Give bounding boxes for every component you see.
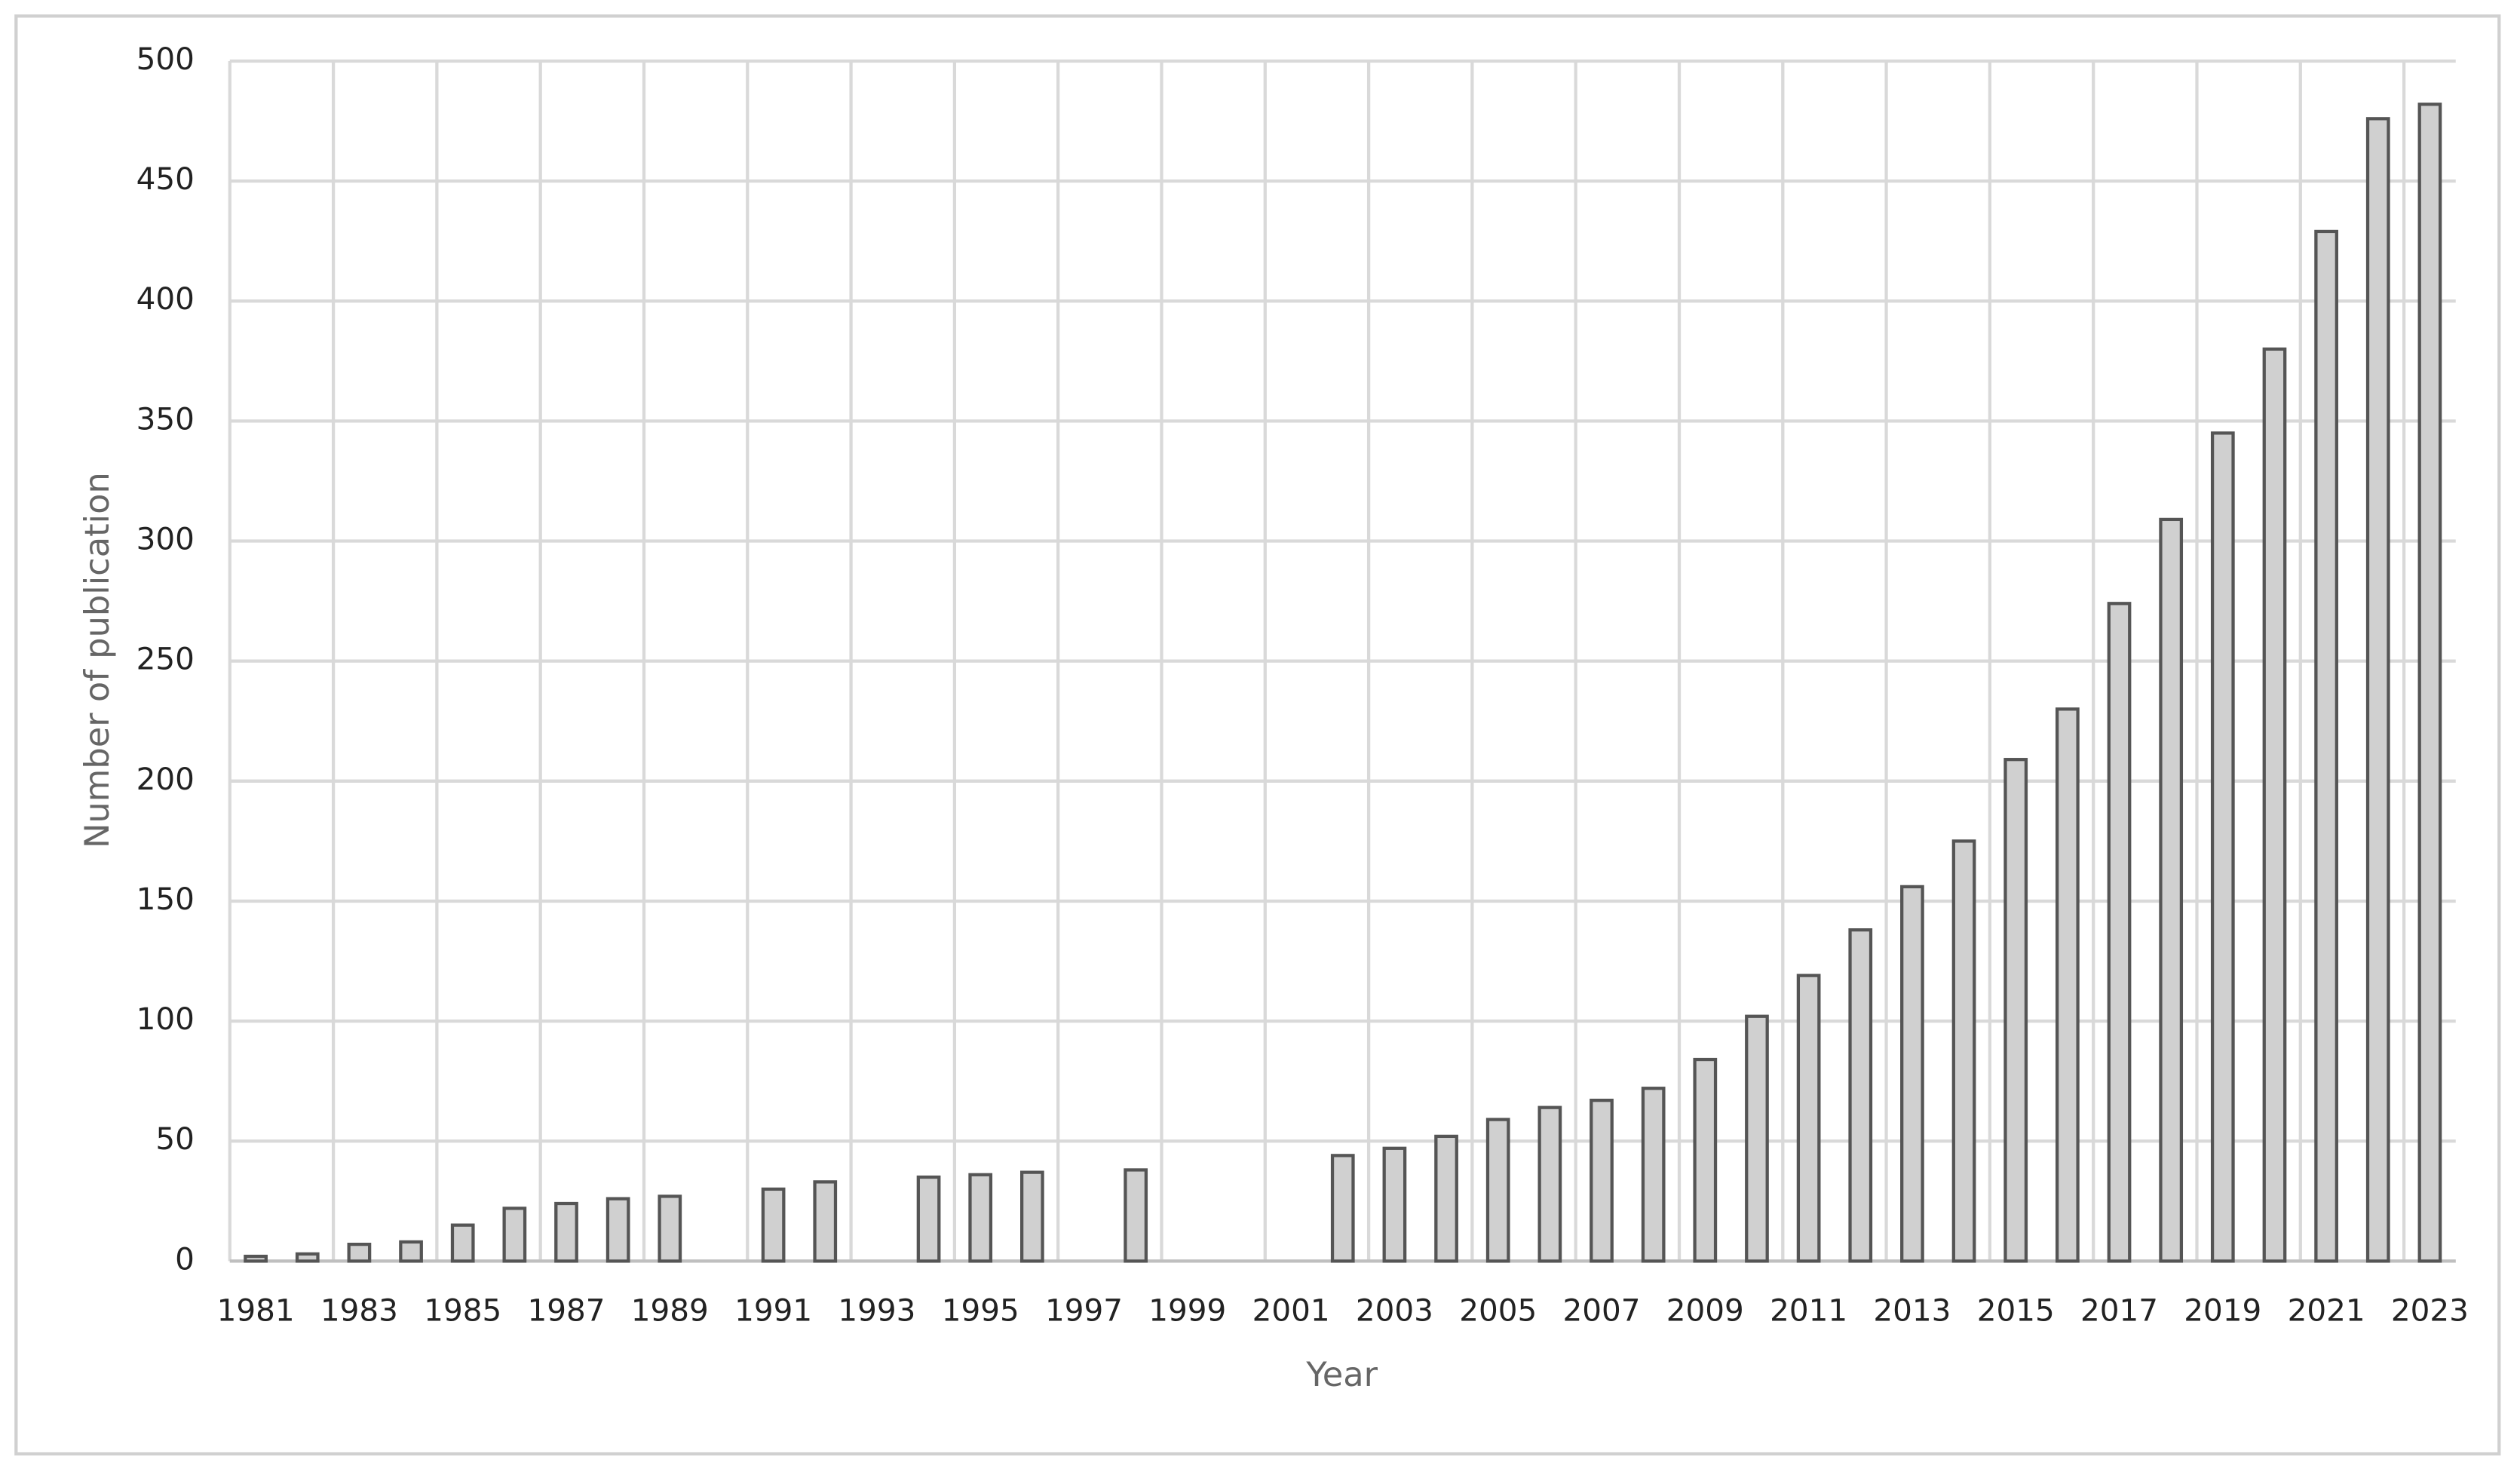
y-tick-label: 50 [155,1121,195,1157]
y-tick-label: 0 [175,1240,195,1277]
x-tick-label: 2011 [1770,1292,1847,1329]
bar [347,1242,372,1263]
bar [1485,1118,1510,1263]
bar [502,1207,527,1263]
bar [1020,1170,1044,1263]
y-tick-label: 400 [136,281,195,317]
bar [813,1180,838,1263]
x-tick-label: 1995 [942,1292,1019,1329]
bar [2056,707,2080,1263]
bar [1434,1134,1458,1263]
x-tick-label: 2005 [1459,1292,1537,1329]
x-tick-label: 1987 [528,1292,605,1329]
bar [2314,229,2338,1263]
bar [761,1187,786,1263]
bar [295,1252,320,1263]
x-tick-label: 1997 [1045,1292,1123,1329]
y-tick-label: 300 [136,521,195,557]
x-tick-label: 1981 [217,1292,295,1329]
x-tick-label: 2001 [1252,1292,1330,1329]
bar [968,1173,993,1263]
x-tick-label: 2009 [1666,1292,1744,1329]
bar [1330,1154,1355,1263]
bar [554,1201,578,1263]
bar [1382,1146,1407,1263]
bar [1796,974,1821,1263]
bar [399,1240,423,1263]
bar [450,1223,475,1263]
bar [1745,1014,1769,1263]
y-tick-label: 350 [136,400,195,437]
bar [2003,758,2028,1263]
bar [658,1194,682,1263]
x-tick-label: 1983 [320,1292,398,1329]
bar [2365,117,2390,1263]
y-axis-title: Number of publication [77,472,117,848]
x-tick-label: 2019 [2184,1292,2261,1329]
x-tick-label: 1993 [838,1292,915,1329]
bar [1590,1099,1614,1263]
y-tick-label: 100 [136,1001,195,1037]
bar [244,1254,268,1263]
x-tick-label: 1991 [734,1292,812,1329]
bar [2262,347,2287,1263]
x-axis-title: Year [1305,1354,1378,1394]
x-tick-label: 1989 [631,1292,709,1329]
y-tick-label: 150 [136,881,195,917]
chart-border [14,14,2501,1456]
y-tick-label: 500 [136,41,195,77]
bar [2417,103,2442,1263]
x-tick-label: 2021 [2288,1292,2365,1329]
x-tick-label: 2013 [1873,1292,1951,1329]
x-tick-label: 2023 [2391,1292,2469,1329]
bar [1951,839,1976,1263]
y-tick-label: 450 [136,161,195,197]
bar [1124,1168,1148,1263]
bar [1537,1105,1562,1263]
x-tick-label: 2017 [2080,1292,2158,1329]
bar [1641,1087,1666,1263]
bar [1693,1057,1718,1263]
x-tick-label: 2015 [1977,1292,2055,1329]
bar [605,1197,630,1263]
x-tick-label: 1999 [1148,1292,1226,1329]
bar [1848,928,1873,1263]
x-tick-label: 1985 [424,1292,501,1329]
x-tick-label: 2003 [1356,1292,1433,1329]
bar [2159,517,2184,1263]
x-tick-label: 2007 [1563,1292,1641,1329]
y-tick-label: 250 [136,641,195,677]
bar [2107,602,2132,1263]
bar [916,1175,941,1263]
y-tick-label: 200 [136,761,195,797]
bar [1900,885,1924,1263]
bar [2210,431,2235,1263]
